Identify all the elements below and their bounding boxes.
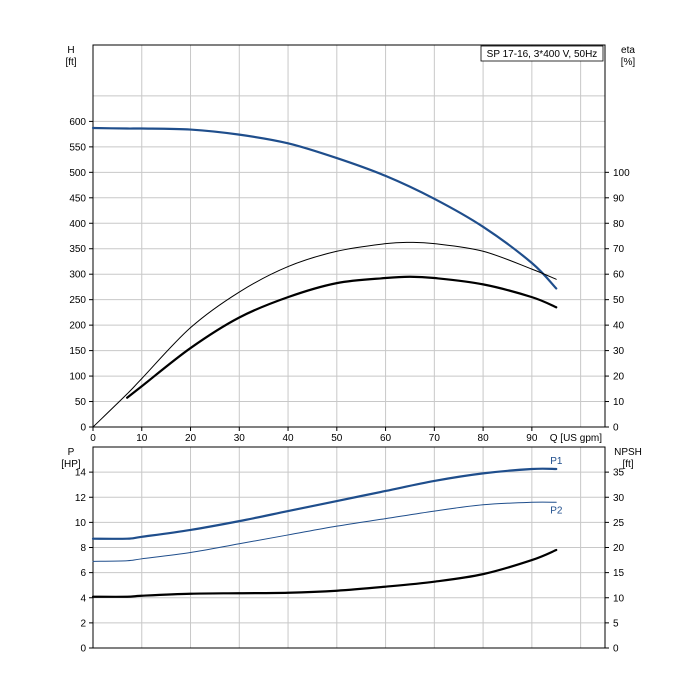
- bottom-right-axis-unit: [ft]: [622, 459, 633, 470]
- bottom-right-tick-label-0: 0: [613, 644, 619, 655]
- top-x-tick-label-80: 80: [478, 433, 490, 444]
- top-left-tick-label-150: 150: [69, 346, 86, 357]
- bottom-series-label-P1: P1: [550, 456, 563, 467]
- top-right-axis-unit: [%]: [621, 57, 636, 68]
- top-right-tick-label-100: 100: [613, 168, 630, 179]
- bottom-left-tick-label-12: 12: [75, 493, 87, 504]
- top-x-axis-title: Q [US gpm]: [550, 433, 602, 444]
- top-left-tick-label-300: 300: [69, 270, 86, 281]
- top-left-tick-label-200: 200: [69, 321, 86, 332]
- top-left-tick-label-400: 400: [69, 219, 86, 230]
- top-x-tick-label-30: 30: [234, 433, 246, 444]
- top-left-tick-label-600: 600: [69, 117, 86, 128]
- bottom-left-tick-label-8: 8: [80, 543, 86, 554]
- top-x-tick-label-40: 40: [282, 433, 294, 444]
- bottom-series-label-P2: P2: [550, 505, 563, 516]
- top-right-tick-label-70: 70: [613, 244, 625, 255]
- top-right-tick-label-0: 0: [613, 423, 619, 434]
- top-right-tick-label-80: 80: [613, 219, 625, 230]
- top-series-head: [91, 126, 558, 290]
- bottom-left-axis-title: P: [68, 447, 75, 458]
- bottom-right-tick-label-20: 20: [613, 543, 625, 554]
- bottom-right-tick-label-5: 5: [613, 618, 619, 629]
- bottom-left-tick-label-14: 14: [75, 468, 87, 479]
- bottom-left-axis-unit: [HP]: [61, 459, 81, 470]
- top-x-tick-label-60: 60: [380, 433, 392, 444]
- top-right-axis-title: eta: [621, 45, 635, 56]
- bottom-panel: 0 2 4 6 8 10 12 14 0 5 10 15 20 25 30 35 P[HP] NPSH[ft] P1…: [61, 446, 642, 655]
- top-panel: 0501001502002503003504004505005506000102…: [65, 44, 636, 444]
- top-left-tick-label-50: 50: [75, 397, 87, 408]
- top-legend-box: [480, 45, 604, 62]
- top-x-tick-label-90: 90: [526, 433, 538, 444]
- top-left-tick-label-0: 0: [80, 423, 86, 434]
- top-right-tick-label-60: 60: [613, 270, 625, 281]
- top-x-tick-label-0: 0: [90, 433, 96, 444]
- top-right-tick-label-20: 20: [613, 372, 625, 383]
- top-left-tick-label-500: 500: [69, 168, 86, 179]
- bottom-right-tick-label-30: 30: [613, 493, 625, 504]
- top-left-tick-label-100: 100: [69, 372, 86, 383]
- top-series-efficiency-thick: [126, 275, 558, 399]
- bottom-left-tick-label-0: 0: [80, 644, 86, 655]
- bottom-right-axis-title: NPSH: [614, 447, 642, 458]
- top-right-tick-label-10: 10: [613, 397, 625, 408]
- top-plot-frame: [92, 44, 606, 428]
- top-x-tick-label-50: 50: [331, 433, 343, 444]
- bottom-left-tick-label-4: 4: [80, 593, 86, 604]
- top-left-tick-label-250: 250: [69, 295, 86, 306]
- bottom-left-tick-label-10: 10: [75, 518, 87, 529]
- top-right-tick-label-50: 50: [613, 295, 625, 306]
- bottom-right-tick-label-35: 35: [613, 468, 625, 479]
- top-left-axis-title: H: [67, 45, 74, 56]
- top-legend-text: SP 17-16, 3*400 V, 50Hz: [487, 49, 598, 60]
- top-x-tick-label-10: 10: [136, 433, 148, 444]
- top-series-efficiency-thin: [92, 241, 557, 428]
- top-x-tick-label-70: 70: [429, 433, 441, 444]
- top-left-tick-label-450: 450: [69, 193, 86, 204]
- top-right-tick-label-90: 90: [613, 193, 625, 204]
- bottom-left-tick-label-6: 6: [80, 568, 86, 579]
- top-left-tick-label-550: 550: [69, 142, 86, 153]
- top-right-tick-label-40: 40: [613, 321, 625, 332]
- top-x-tick-label-20: 20: [185, 433, 197, 444]
- bottom-right-tick-label-25: 25: [613, 518, 625, 529]
- bottom-right-tick-label-15: 15: [613, 568, 625, 579]
- bottom-series-npsh: [91, 548, 558, 598]
- bottom-right-tick-label-10: 10: [613, 593, 625, 604]
- bottom-series-P1: [91, 467, 558, 540]
- bottom-series-P2: [92, 501, 557, 562]
- top-left-tick-label-350: 350: [69, 244, 86, 255]
- top-right-tick-label-30: 30: [613, 346, 625, 357]
- bottom-left-tick-label-2: 2: [80, 618, 86, 629]
- top-left-axis-unit: [ft]: [65, 57, 76, 68]
